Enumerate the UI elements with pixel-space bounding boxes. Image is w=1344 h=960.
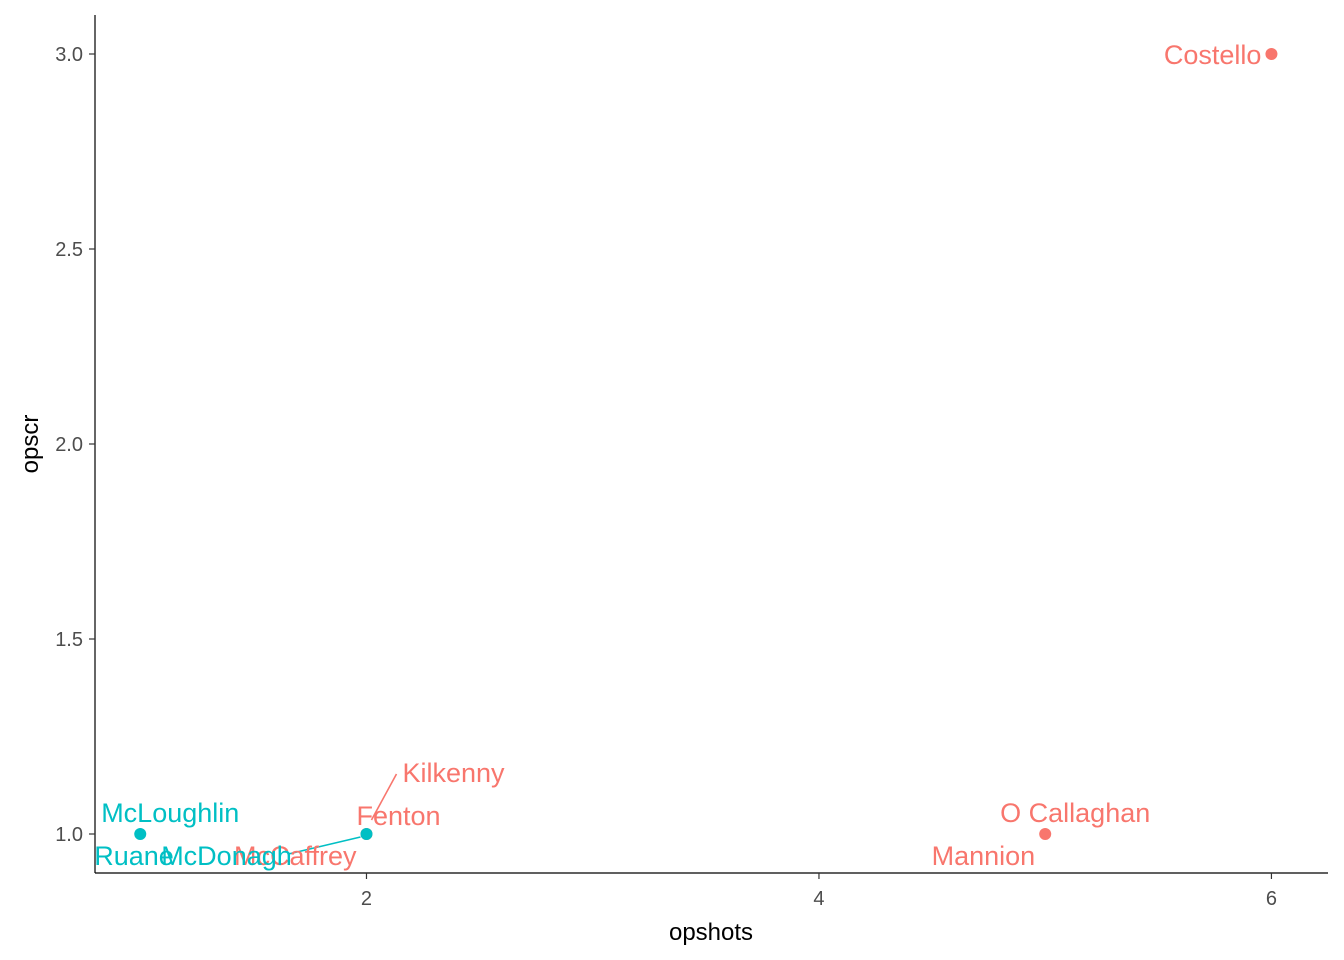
point-labels: Costello O Callaghan Mannion Kilkenny Fenton… bbox=[94, 40, 1261, 871]
data-points bbox=[134, 48, 1278, 840]
point-label: McCaffrey bbox=[234, 841, 357, 871]
point-label: Kilkenny bbox=[402, 758, 505, 788]
y-tick-label: 1.5 bbox=[55, 629, 83, 651]
label-connector bbox=[288, 836, 361, 855]
y-tick-label: 2.5 bbox=[55, 239, 83, 261]
axes bbox=[94, 15, 1328, 874]
data-point bbox=[134, 828, 147, 840]
label-connector bbox=[370, 773, 398, 821]
data-point bbox=[1039, 828, 1052, 840]
data-point bbox=[1265, 48, 1278, 60]
point-label: Fenton bbox=[356, 801, 440, 831]
point-label: McDonagh bbox=[161, 841, 292, 871]
y-ticks: 1.0 1.5 2.0 2.5 3.0 bbox=[55, 44, 95, 846]
point-label: Ruane bbox=[94, 841, 174, 871]
label-connectors bbox=[288, 773, 398, 855]
y-tick-label: 2.0 bbox=[55, 434, 83, 456]
data-point bbox=[360, 828, 373, 840]
x-ticks: 2 4 6 bbox=[361, 873, 1277, 910]
x-tick-label: 6 bbox=[1266, 888, 1277, 910]
x-tick-label: 4 bbox=[813, 888, 824, 910]
y-tick-label: 3.0 bbox=[55, 44, 83, 66]
point-label: O Callaghan bbox=[1000, 798, 1150, 828]
x-axis-title: opshots bbox=[669, 919, 753, 946]
point-label: McLoughlin bbox=[101, 798, 239, 828]
point-label: Costello bbox=[1164, 40, 1262, 70]
y-tick-label: 1.0 bbox=[55, 824, 83, 846]
point-label: Mannion bbox=[932, 841, 1036, 871]
x-tick-label: 2 bbox=[361, 888, 372, 910]
y-axis-title: opscr bbox=[17, 415, 44, 474]
